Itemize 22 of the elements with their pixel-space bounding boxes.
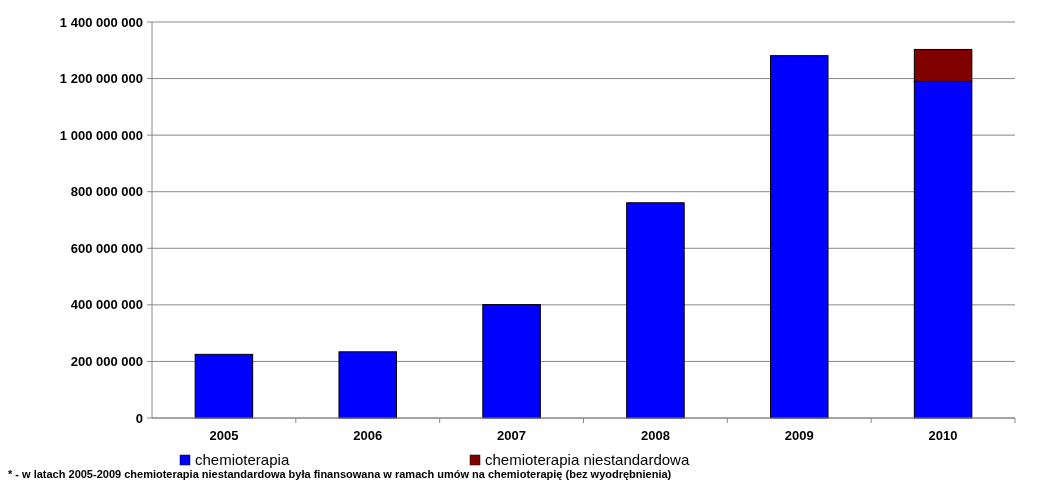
legend-label: chemioterapia niestandardowa: [485, 451, 690, 469]
bar: [194, 353, 254, 419]
x-tick-label: 2008: [640, 428, 670, 443]
y-tick-label: 200 000 000: [70, 353, 143, 369]
x-tick-label: 2007: [497, 428, 527, 443]
y-tick-label: 600 000 000: [70, 240, 143, 256]
y-tick-label: 1 000 000 000: [59, 127, 143, 143]
y-tick-label: 0: [135, 410, 143, 426]
bar: [482, 304, 541, 419]
y-tick-label: 1 400 000 000: [59, 14, 143, 30]
bar: [338, 351, 398, 419]
x-tick-label: 2006: [353, 428, 383, 443]
x-tick-label: 2005: [209, 428, 239, 443]
bar: [626, 202, 685, 419]
y-tick-label: 1 200 000 000: [59, 71, 143, 87]
y-tick-label: 400 000 000: [70, 297, 143, 313]
bar: [769, 55, 829, 419]
text: * - w latach 2005-2009 chemioterapia niestandardowa była finansowana w ramach umów na chemioterapię (bez wyodrębnienia): [8, 468, 672, 480]
x-tick-label: 2009: [784, 428, 814, 443]
legend-label: chemioterapia: [195, 451, 290, 469]
y-tick-label: 800 000 000: [70, 184, 143, 200]
x-tick-label: 2010: [928, 428, 958, 443]
